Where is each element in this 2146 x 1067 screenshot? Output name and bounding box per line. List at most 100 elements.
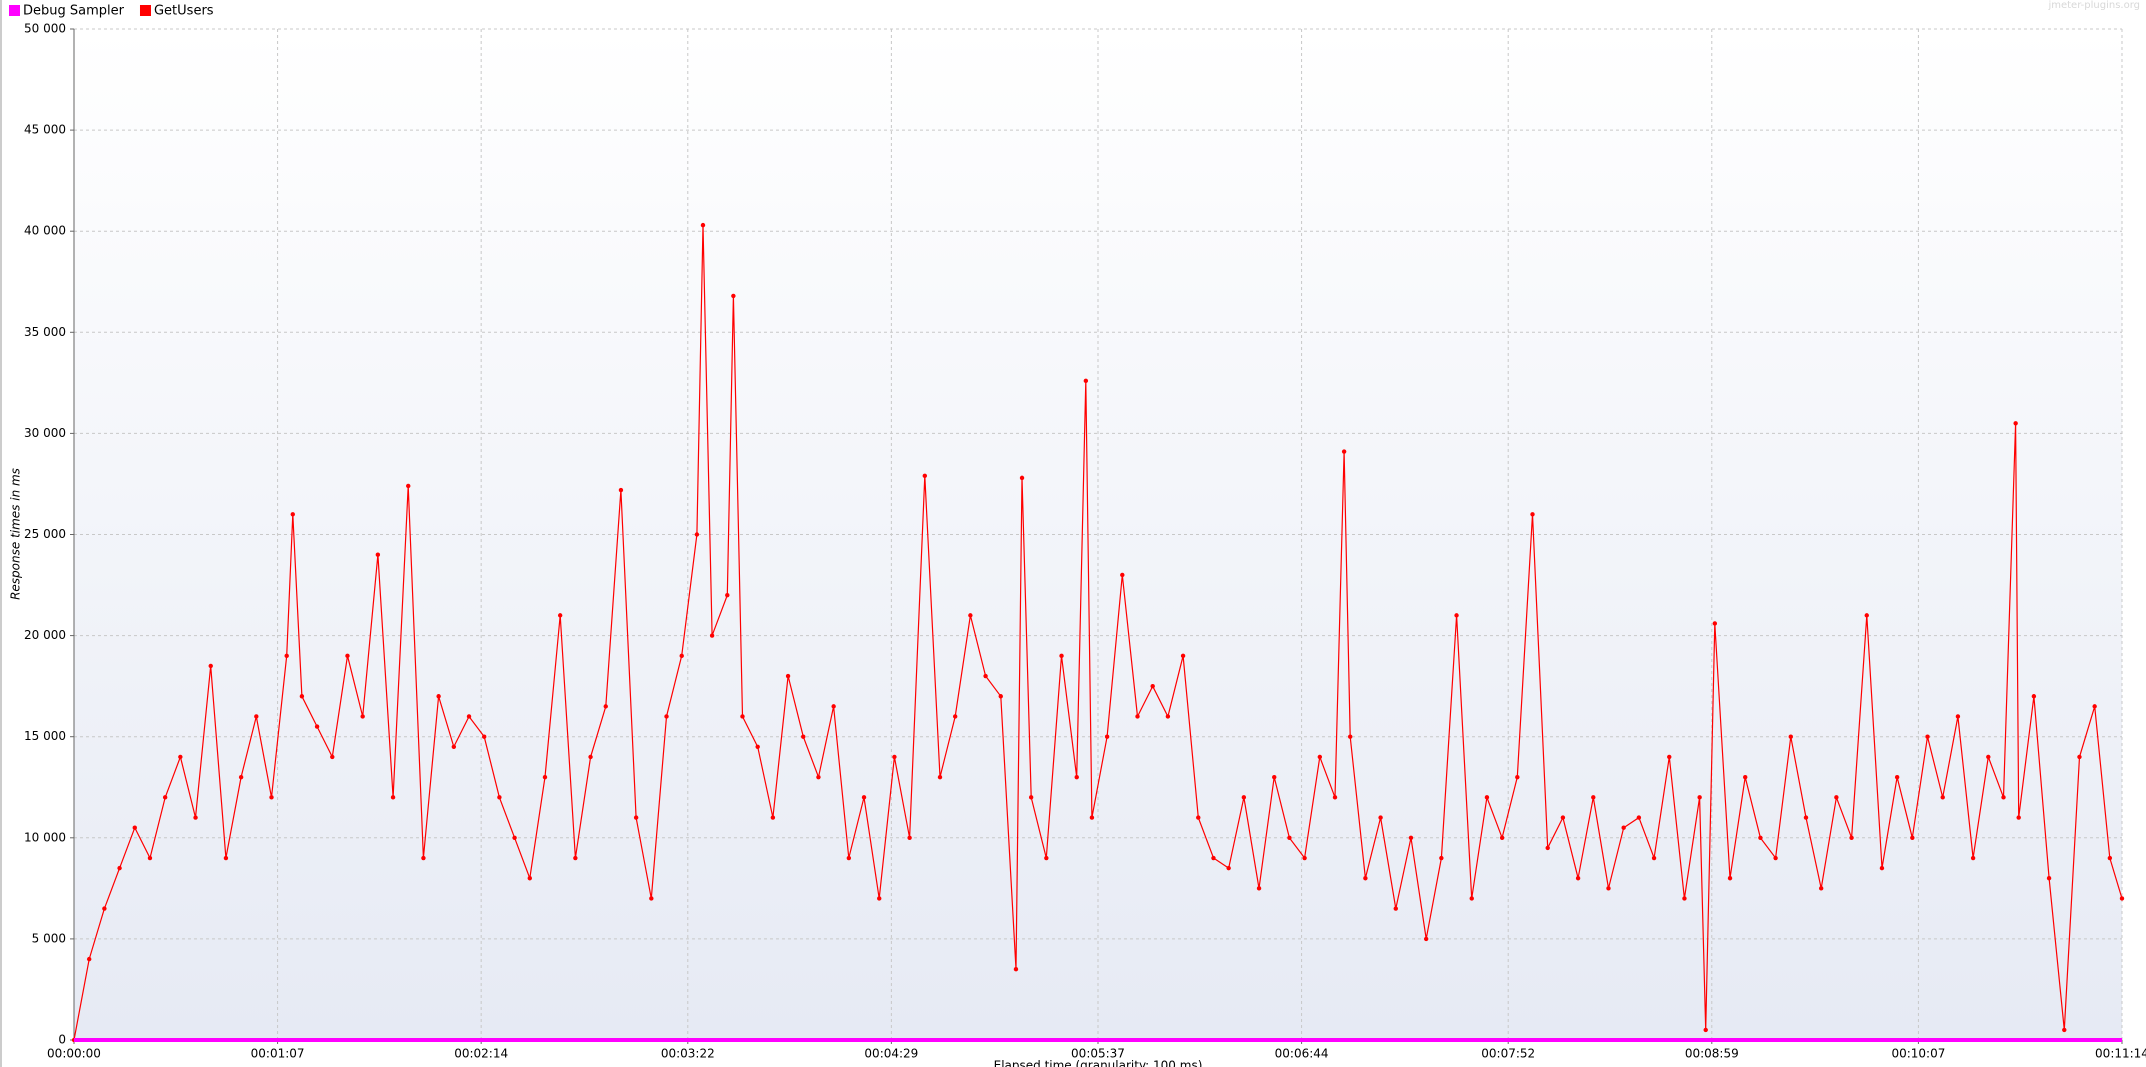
x-tick-label: 00:02:14 bbox=[454, 1047, 508, 1061]
data-point bbox=[588, 754, 593, 760]
data-point bbox=[1348, 734, 1353, 739]
legend-label: Debug Sampler bbox=[23, 4, 125, 19]
data-point bbox=[1226, 865, 1231, 871]
data-point bbox=[147, 855, 153, 861]
data-point bbox=[451, 744, 457, 750]
data-point bbox=[1341, 449, 1347, 454]
y-tick-label: 50 000 bbox=[24, 22, 66, 36]
data-point bbox=[178, 754, 183, 760]
x-tick-label: 00:08:59 bbox=[1685, 1047, 1739, 1061]
x-tick-label: 00:10:07 bbox=[1891, 1047, 1945, 1061]
data-point bbox=[1682, 896, 1687, 901]
data-point bbox=[877, 896, 882, 901]
data-point bbox=[816, 774, 821, 780]
data-point bbox=[345, 653, 350, 659]
data-point bbox=[983, 673, 988, 679]
data-point bbox=[968, 613, 973, 618]
data-point bbox=[254, 714, 259, 719]
x-tick-label: 00:07:52 bbox=[1481, 1047, 1535, 1061]
data-point bbox=[649, 896, 654, 901]
data-point bbox=[1165, 714, 1171, 719]
data-point bbox=[1986, 754, 1991, 760]
data-point bbox=[1515, 774, 1520, 780]
data-point bbox=[1697, 795, 1702, 800]
data-point bbox=[1743, 774, 1748, 780]
data-point bbox=[785, 673, 791, 679]
data-point bbox=[1083, 378, 1089, 384]
data-point bbox=[1332, 795, 1338, 800]
data-point bbox=[1317, 754, 1323, 760]
x-tick-label: 00:05:37 bbox=[1071, 1047, 1125, 1061]
data-point bbox=[1044, 855, 1049, 861]
x-tick-label: 00:11:14 bbox=[2095, 1047, 2146, 1061]
data-point bbox=[831, 704, 836, 709]
data-point bbox=[421, 855, 426, 861]
data-point bbox=[238, 774, 244, 780]
data-point bbox=[102, 906, 107, 911]
data-point bbox=[314, 724, 320, 729]
data-point bbox=[731, 293, 736, 299]
data-point bbox=[1545, 845, 1550, 851]
y-tick-label: 5 000 bbox=[32, 931, 66, 945]
data-point bbox=[1059, 653, 1064, 659]
data-point bbox=[2016, 815, 2021, 820]
data-point bbox=[2107, 855, 2113, 861]
data-point bbox=[1363, 876, 1368, 881]
data-point bbox=[892, 754, 897, 760]
data-point bbox=[1758, 835, 1763, 840]
data-point bbox=[1925, 734, 1930, 739]
data-point bbox=[1150, 683, 1155, 689]
data-point bbox=[1849, 835, 1854, 840]
data-point bbox=[694, 532, 700, 537]
data-point bbox=[360, 714, 365, 719]
data-point bbox=[2031, 694, 2037, 699]
data-point bbox=[1180, 653, 1186, 659]
data-point bbox=[846, 855, 852, 861]
data-point bbox=[1074, 774, 1079, 780]
data-point bbox=[375, 552, 381, 557]
data-point bbox=[1621, 825, 1626, 830]
data-point bbox=[436, 694, 441, 699]
data-point bbox=[664, 714, 669, 719]
data-point bbox=[2046, 876, 2052, 881]
data-point bbox=[2013, 421, 2018, 426]
data-point bbox=[1211, 855, 1216, 861]
data-point bbox=[573, 855, 578, 861]
data-point bbox=[618, 487, 624, 493]
data-point bbox=[269, 795, 274, 800]
data-point bbox=[330, 754, 335, 760]
data-point bbox=[1864, 613, 1869, 618]
data-point bbox=[1955, 714, 1961, 719]
y-tick-label: 10 000 bbox=[24, 830, 66, 844]
data-point bbox=[497, 795, 502, 800]
data-point bbox=[1703, 1027, 1708, 1033]
data-point bbox=[1028, 795, 1034, 800]
data-point bbox=[299, 694, 305, 699]
legend-label: GetUsers bbox=[154, 4, 214, 19]
series-line bbox=[73, 225, 2123, 1041]
data-point bbox=[1135, 714, 1140, 719]
data-point bbox=[1970, 855, 1976, 861]
data-point bbox=[406, 483, 411, 489]
data-point bbox=[1818, 886, 1824, 891]
data-point bbox=[1256, 886, 1262, 891]
data-point bbox=[603, 704, 608, 709]
data-point bbox=[1454, 613, 1459, 618]
data-point bbox=[1591, 795, 1596, 800]
data-point bbox=[725, 592, 730, 598]
x-tick-label: 00:03:22 bbox=[661, 1047, 715, 1061]
data-point bbox=[709, 633, 715, 638]
y-tick-label: 0 bbox=[58, 1033, 66, 1047]
y-tick-label: 25 000 bbox=[24, 527, 66, 541]
watermark: jmeter-plugins.org bbox=[2047, 0, 2140, 11]
data-point bbox=[132, 825, 137, 830]
data-point bbox=[633, 815, 639, 820]
data-point bbox=[1788, 734, 1793, 739]
data-point bbox=[907, 835, 912, 840]
data-point bbox=[466, 714, 472, 719]
data-point bbox=[290, 512, 295, 517]
data-point bbox=[1439, 855, 1444, 861]
y-tick-label: 20 000 bbox=[24, 628, 66, 642]
data-point bbox=[284, 653, 289, 659]
